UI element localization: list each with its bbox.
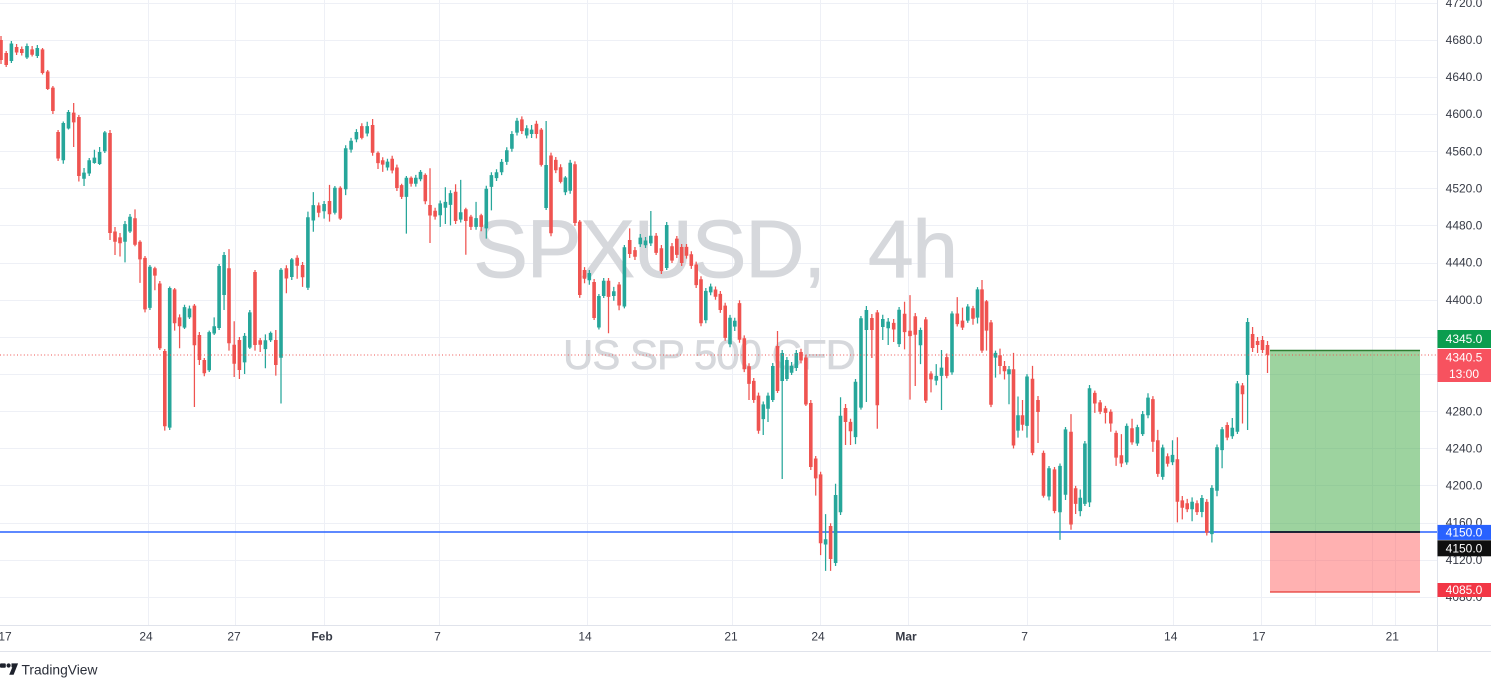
svg-text:21: 21 [724, 630, 738, 644]
svg-text:7: 7 [1021, 630, 1028, 644]
svg-text:Mar: Mar [895, 630, 917, 644]
svg-text:Feb: Feb [311, 630, 332, 644]
svg-text:4400.0: 4400.0 [1446, 293, 1483, 307]
svg-text:4680.0: 4680.0 [1446, 33, 1483, 47]
svg-text:4240.0: 4240.0 [1446, 441, 1483, 455]
svg-text:13:00: 13:00 [1449, 367, 1479, 381]
svg-text:4280.0: 4280.0 [1446, 404, 1483, 418]
svg-text:4120.0: 4120.0 [1446, 553, 1483, 567]
svg-text:4520.0: 4520.0 [1446, 182, 1483, 196]
svg-text:4085.0: 4085.0 [1446, 583, 1483, 597]
svg-text:4440.0: 4440.0 [1446, 256, 1483, 270]
svg-text:17: 17 [1252, 630, 1266, 644]
svg-text:14: 14 [1164, 630, 1178, 644]
svg-text:4150.0: 4150.0 [1446, 542, 1483, 556]
svg-text:4345.0: 4345.0 [1446, 332, 1483, 346]
svg-text:24: 24 [811, 630, 825, 644]
svg-text:4640.0: 4640.0 [1446, 70, 1483, 84]
svg-text:21: 21 [1386, 630, 1400, 644]
svg-text:24: 24 [139, 630, 153, 644]
svg-text:SPXUSD, 4h: SPXUSD, 4h [473, 204, 957, 295]
svg-text:US SP 500 CFD: US SP 500 CFD [563, 331, 855, 378]
svg-text:4200.0: 4200.0 [1446, 479, 1483, 493]
svg-text:27: 27 [227, 630, 241, 644]
svg-text:4720.0: 4720.0 [1446, 0, 1483, 10]
svg-text:4600.0: 4600.0 [1446, 107, 1483, 121]
svg-text:4480.0: 4480.0 [1446, 219, 1483, 233]
svg-text:7: 7 [434, 630, 441, 644]
svg-text:4150.0: 4150.0 [1446, 526, 1483, 540]
svg-text:TradingView: TradingView [22, 663, 98, 678]
svg-text:14: 14 [578, 630, 592, 644]
svg-text:4340.5: 4340.5 [1446, 350, 1483, 364]
svg-text:17: 17 [0, 630, 12, 644]
svg-text:4560.0: 4560.0 [1446, 144, 1483, 158]
